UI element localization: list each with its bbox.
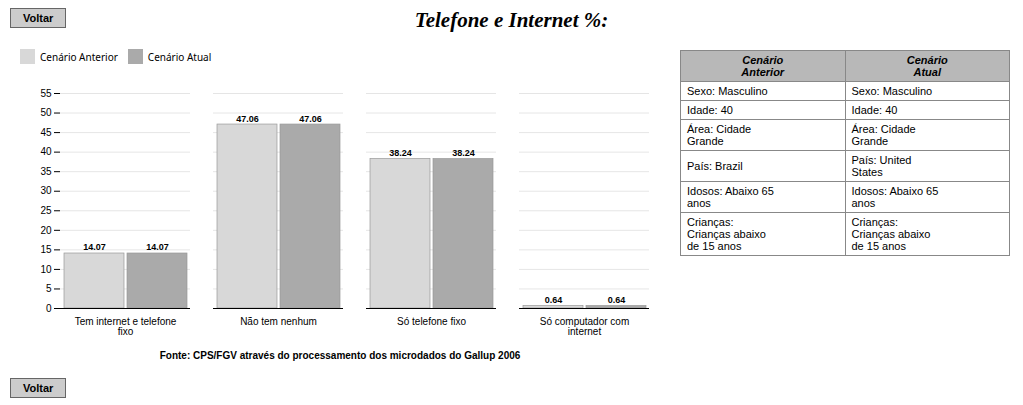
svg-text:0.64: 0.64 xyxy=(608,295,626,305)
svg-text:Não tem nenhum: Não tem nenhum xyxy=(240,316,317,327)
html-text:País: Brazil: País: Brazil xyxy=(687,160,743,172)
html-text:Voltar: Voltar xyxy=(23,382,54,394)
html-text:Área: Cidade Grande: Área: Cidade Grande xyxy=(851,123,916,147)
html-text:País: United States: País: United States xyxy=(851,154,912,178)
svg-text:0.64: 0.64 xyxy=(545,295,563,305)
svg-text:10: 10 xyxy=(40,264,52,275)
svg-text:14.07: 14.07 xyxy=(146,242,169,252)
html-text:Cenário Atual: Cenário Atual xyxy=(906,54,948,78)
svg-text:15: 15 xyxy=(40,244,52,255)
html-text:Crianças: Crianças abaixo de 1: Crianças: Crianças abaixo de 15 anos xyxy=(851,216,931,252)
svg-text:Só computador cominternet: Só computador cominternet xyxy=(540,316,630,337)
html-text:Cenário Atual: Cenário Atual xyxy=(147,49,212,64)
svg-text:47.06: 47.06 xyxy=(236,114,259,124)
svg-text:40: 40 xyxy=(40,146,52,157)
svg-text:30: 30 xyxy=(40,185,52,196)
html-text:Telefone e Internet %:: Telefone e Internet %: xyxy=(414,8,609,32)
svg-text:38.24: 38.24 xyxy=(389,148,412,158)
svg-text:14.07: 14.07 xyxy=(83,242,106,252)
html-text:Cenário Anterior: Cenário Anterior xyxy=(40,49,118,64)
svg-text:Tem internet e telefonefixo: Tem internet e telefonefixo xyxy=(75,316,177,337)
html-text:Fonte: CPS/FGV através do proc: Fonte: CPS/FGV através do processamento … xyxy=(159,350,521,361)
svg-text:55: 55 xyxy=(40,88,52,99)
html-text:Idade: 40: Idade: 40 xyxy=(687,104,733,116)
html-text:Cenário Anterior: Cenário Anterior xyxy=(741,54,785,78)
svg-text:47.06: 47.06 xyxy=(299,114,322,124)
svg-text:Só telefone fixo: Só telefone fixo xyxy=(397,316,466,327)
html-text:Idosos: Abaixo 65 anos: Idosos: Abaixo 65 anos xyxy=(851,185,939,209)
html-text:Área: Cidade Grande: Área: Cidade Grande xyxy=(687,123,752,147)
svg-text:35: 35 xyxy=(40,166,52,177)
svg-text:38.24: 38.24 xyxy=(452,148,475,158)
svg-text:50: 50 xyxy=(40,107,52,118)
html-text:Crianças: Crianças abaixo de 1: Crianças: Crianças abaixo de 15 anos xyxy=(687,216,766,252)
svg-text:0: 0 xyxy=(46,303,52,314)
svg-text:45: 45 xyxy=(40,127,52,138)
html-text:Idosos: Abaixo 65 anos: Idosos: Abaixo 65 anos xyxy=(687,185,774,209)
svg-text:5: 5 xyxy=(46,283,52,294)
svg-text:25: 25 xyxy=(40,205,52,216)
html-text:Sexo: Masculino: Sexo: Masculino xyxy=(687,85,768,97)
html-text:Voltar: Voltar xyxy=(23,12,54,24)
html-text:Idade: 40: Idade: 40 xyxy=(851,104,898,116)
html-text:Sexo: Masculino: Sexo: Masculino xyxy=(851,85,933,97)
svg-text:20: 20 xyxy=(40,225,52,236)
